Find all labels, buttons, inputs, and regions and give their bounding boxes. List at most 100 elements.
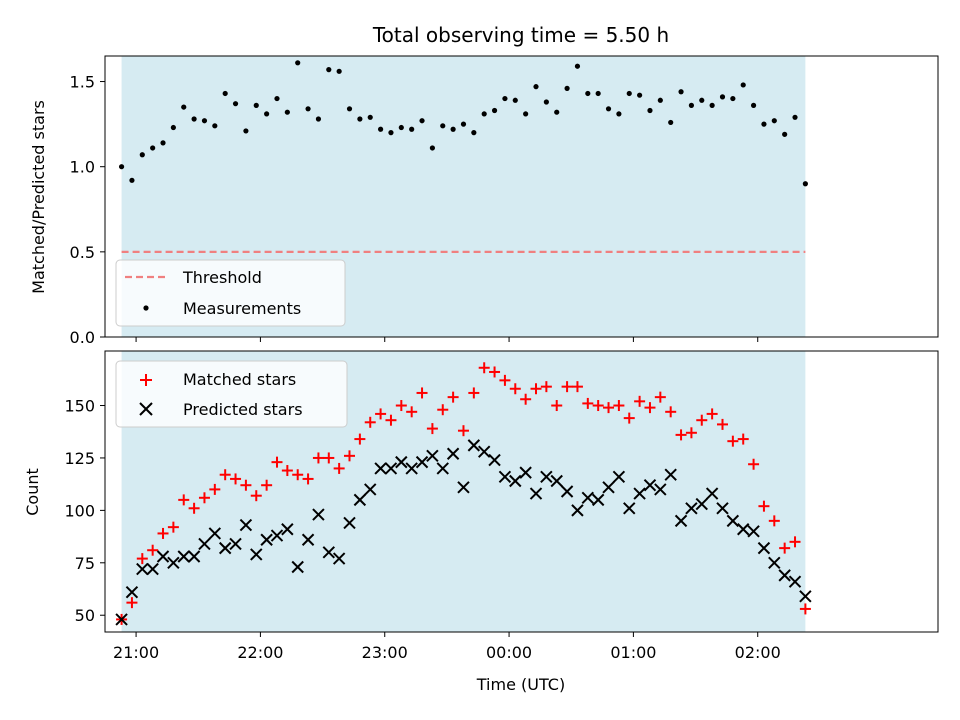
predicted-stars-point [477,445,491,458]
measurements-legend-label: Measurements [183,299,301,318]
predicted-stars-point [312,508,325,521]
predicted-stars-point [498,470,512,484]
predicted-stars-point [343,516,356,530]
measurement-point [326,67,332,73]
measurement-point [678,89,684,95]
y-tick-label: 50 [75,606,95,625]
matched-stars-point [271,456,283,468]
top-panel-x-ticks [135,337,759,342]
predicted-stars-point [529,487,543,500]
bottom-panel-legend: Matched stars Predicted stars [115,360,348,428]
matched-stars-point [571,381,583,393]
x-tick-label: 00:00 [486,643,532,662]
predicted-stars-point [353,493,367,507]
measurement-point [284,109,290,115]
y-tick-label: 1.0 [70,158,95,177]
matched-stars-point [592,400,604,412]
measurement-point [709,102,715,108]
measurement-point [315,116,322,122]
measurement-point [139,152,145,158]
predicted-stars-legend-label: Predicted stars [183,400,303,419]
matched-stars-point [758,500,770,512]
measurement-point [740,82,746,88]
predicted-stars-point [301,533,315,546]
matched-stars-point [789,536,801,548]
matched-stars-point [426,423,438,435]
predicted-stars-point [737,523,750,536]
matched-stars-point [613,400,625,412]
matched-stars-point [499,374,511,386]
matched-stars-point [530,383,542,395]
predicted-stars-point [799,590,812,603]
matched-stars-legend-label: Matched stars [183,370,296,389]
predicted-stars-point [705,487,719,500]
measurement-point [160,140,166,146]
predicted-stars-point [674,514,688,528]
matched-stars-point [375,408,387,420]
measurement-point [699,97,705,103]
matched-stars-point [737,433,749,445]
matched-stars-point [489,366,501,378]
bottom-panel-frame [104,350,939,633]
matched-stars-point [416,387,428,399]
matched-stars-point [447,391,459,403]
predicted-stars-point [778,569,791,582]
predicted-stars-point [250,548,263,561]
measurement-point [792,114,798,120]
measurement-point [471,130,477,136]
measurement-point [802,181,808,187]
predicted-stars-point [757,541,771,555]
predicted-stars-point [364,483,377,496]
measurement-point [574,63,581,69]
matched-stars-point [395,400,407,412]
predicted-stars-point [426,449,439,463]
y-tick-label: 0.0 [70,328,95,347]
measurement-point [191,116,197,122]
matched-stars-point [157,527,169,539]
measurement-point [450,126,456,132]
x-tick-label: 23:00 [362,643,408,662]
matched-stars-point [385,414,397,426]
matched-stars-point [302,473,314,485]
predicted-stars-point [654,483,667,496]
predicted-stars-point [405,462,418,475]
legend-box [115,360,348,428]
bottom-panel-y-ticks: 50 75 100 125 150 [64,397,105,625]
measurement-point [637,92,643,98]
measurement-point [523,111,529,117]
matched-stars-point [344,450,356,462]
matched-stars-point [178,494,190,506]
x-axis-label: Time (UTC) [476,675,565,694]
measurement-point [377,126,384,132]
predicted-stars-point [550,474,563,488]
measurement-point [232,101,239,107]
measurement-point [491,107,498,114]
x-tick-label: 01:00 [610,643,656,662]
measurement-point [253,102,259,108]
measurement-point [336,68,342,74]
top-panel-y-ticks: 0.0 0.5 1.0 1.5 [70,73,105,347]
matched-stars-point [457,425,469,437]
predicted-stars-point [509,474,522,488]
measurement-point [688,102,695,108]
predicted-stars-point [612,470,626,484]
matched-stars-point [706,408,718,420]
top-panel-frame [104,55,939,338]
predicted-stars-point [384,462,398,475]
predicted-stars-point [457,481,470,494]
measurement-point [512,97,518,103]
matched-stars-point [230,473,242,485]
threshold-legend-label: Threshold [182,268,262,287]
y-tick-label: 100 [64,501,95,520]
matched-stars-point [219,469,231,481]
measurement-point [719,94,726,100]
predicted-stars-point [768,556,781,570]
matched-stars-point [136,553,148,565]
predicted-stars-point [716,502,729,515]
measurement-point [657,97,663,103]
matched-stars-point [312,452,324,464]
predicted-stars-point [156,550,170,563]
predicted-stars-point [239,518,253,532]
predicted-stars-point [726,514,740,528]
predicted-stars-point [332,552,346,565]
